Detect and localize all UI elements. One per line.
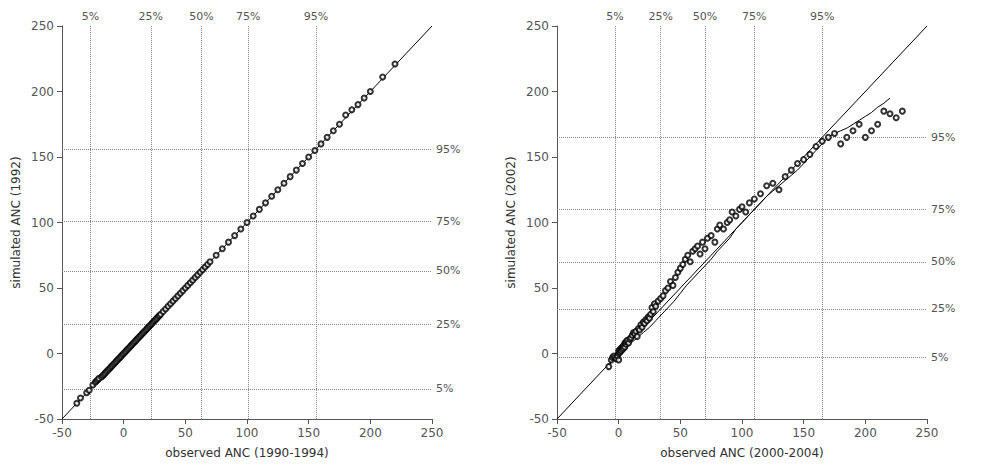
svg-text:75%: 75% (236, 10, 260, 23)
svg-text:100: 100 (236, 426, 259, 440)
svg-text:95%: 95% (931, 131, 955, 144)
svg-text:0: 0 (541, 347, 549, 361)
svg-text:observed ANC (1990-1994): observed ANC (1990-1994) (165, 446, 329, 460)
svg-text:25%: 25% (436, 318, 460, 331)
svg-text:50: 50 (178, 426, 193, 440)
svg-text:simulated ANC (1992): simulated ANC (1992) (9, 156, 23, 288)
svg-text:25%: 25% (139, 10, 163, 23)
svg-text:250: 250 (916, 426, 939, 440)
svg-text:50: 50 (673, 426, 688, 440)
svg-text:150: 150 (792, 426, 815, 440)
svg-text:100: 100 (31, 216, 54, 230)
svg-text:50%: 50% (436, 264, 460, 277)
svg-text:5%: 5% (606, 10, 623, 23)
svg-text:50: 50 (534, 281, 549, 295)
svg-text:50%: 50% (189, 10, 213, 23)
svg-text:100: 100 (731, 426, 754, 440)
svg-text:250: 250 (421, 426, 444, 440)
svg-text:200: 200 (31, 85, 54, 99)
svg-text:200: 200 (854, 426, 877, 440)
svg-text:simulated ANC (2002): simulated ANC (2002) (504, 156, 518, 288)
svg-text:150: 150 (31, 150, 54, 164)
svg-text:0: 0 (120, 426, 128, 440)
svg-text:250: 250 (31, 19, 54, 33)
svg-text:95%: 95% (436, 143, 460, 156)
svg-text:100: 100 (526, 216, 549, 230)
svg-text:-50: -50 (52, 426, 72, 440)
svg-text:-50: -50 (34, 412, 54, 426)
svg-text:25%: 25% (648, 10, 672, 23)
svg-text:200: 200 (526, 85, 549, 99)
svg-text:5%: 5% (931, 351, 948, 364)
svg-text:-50: -50 (547, 426, 567, 440)
svg-text:75%: 75% (931, 203, 955, 216)
svg-text:75%: 75% (436, 215, 460, 228)
svg-text:150: 150 (297, 426, 320, 440)
svg-text:5%: 5% (82, 10, 99, 23)
svg-text:observed ANC (2000-2004): observed ANC (2000-2004) (660, 446, 824, 460)
svg-text:200: 200 (359, 426, 382, 440)
svg-text:50%: 50% (693, 10, 717, 23)
svg-text:50%: 50% (931, 255, 955, 268)
svg-text:0: 0 (615, 426, 623, 440)
svg-text:25%: 25% (931, 302, 955, 315)
svg-text:-50: -50 (529, 412, 549, 426)
svg-text:95%: 95% (304, 10, 328, 23)
svg-text:250: 250 (526, 19, 549, 33)
svg-text:0: 0 (46, 347, 54, 361)
svg-text:95%: 95% (810, 10, 834, 23)
svg-text:75%: 75% (742, 10, 766, 23)
svg-text:50: 50 (39, 281, 54, 295)
svg-text:150: 150 (526, 150, 549, 164)
svg-text:5%: 5% (436, 382, 453, 395)
